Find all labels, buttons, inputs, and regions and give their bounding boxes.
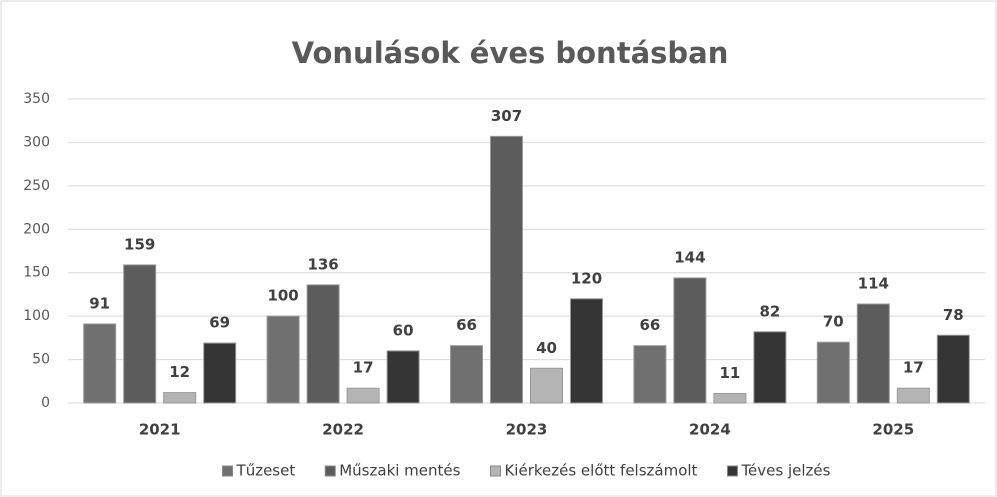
x-tick-label: 2021 [139,421,181,439]
legend-swatch [222,465,234,477]
bar [346,387,380,404]
y-tick-label: 250 [23,178,50,194]
data-label: 82 [759,302,780,320]
bar [816,341,850,404]
y-tick-label: 0 [41,395,50,411]
data-label: 69 [209,314,230,332]
legend-swatch [489,465,501,477]
x-tick-label: 2022 [322,421,364,439]
data-label: 100 [267,287,298,305]
data-label: 307 [491,107,522,125]
bar [490,135,523,404]
bar [753,331,787,404]
y-tick-label: 50 [32,352,50,368]
bar [123,264,157,404]
bar [633,345,667,404]
data-label: 78 [943,306,964,324]
bar [896,387,930,404]
x-tick-label: 2025 [872,421,914,439]
bar [83,323,117,404]
bar [936,334,970,404]
bar [530,367,563,404]
data-label: 159 [124,235,155,253]
legend-label: Műszaki mentés [339,462,460,480]
x-tick-label: 2024 [689,421,731,439]
data-label: 11 [719,364,740,382]
x-tick-label: 2023 [506,421,548,439]
data-label: 136 [307,255,338,273]
data-label: 17 [903,359,924,377]
data-label: 66 [456,316,477,334]
data-label: 70 [823,313,844,331]
data-label: 17 [353,359,374,377]
legend-label: Tűzeset [236,462,296,480]
data-label: 12 [169,363,190,381]
data-label: 144 [674,248,705,266]
data-label: 60 [393,321,414,339]
bar [266,315,300,404]
bar [713,392,747,404]
legend-label: Téves jelzés [740,462,830,480]
legend-swatch [726,465,738,477]
data-label: 120 [571,269,602,287]
y-tick-label: 350 [23,91,50,107]
bar [570,298,603,404]
bar [163,392,197,404]
data-label: 66 [639,316,660,334]
y-tick-label: 200 [23,221,50,237]
bar [673,277,707,404]
bar [203,342,237,404]
y-tick-label: 150 [23,265,50,281]
y-tick-label: 100 [23,308,50,324]
legend-label: Kiérkezés előtt felszámolt [504,462,697,480]
bar [306,284,340,404]
bar [450,345,483,404]
bar [856,303,890,404]
y-tick-label: 300 [23,134,50,150]
legend-swatch [324,465,336,477]
data-label: 40 [536,339,557,357]
data-label: 114 [858,274,889,292]
bar [386,350,420,404]
data-label: 91 [89,294,110,312]
chart-title: Vonulások éves bontásban [292,36,729,70]
